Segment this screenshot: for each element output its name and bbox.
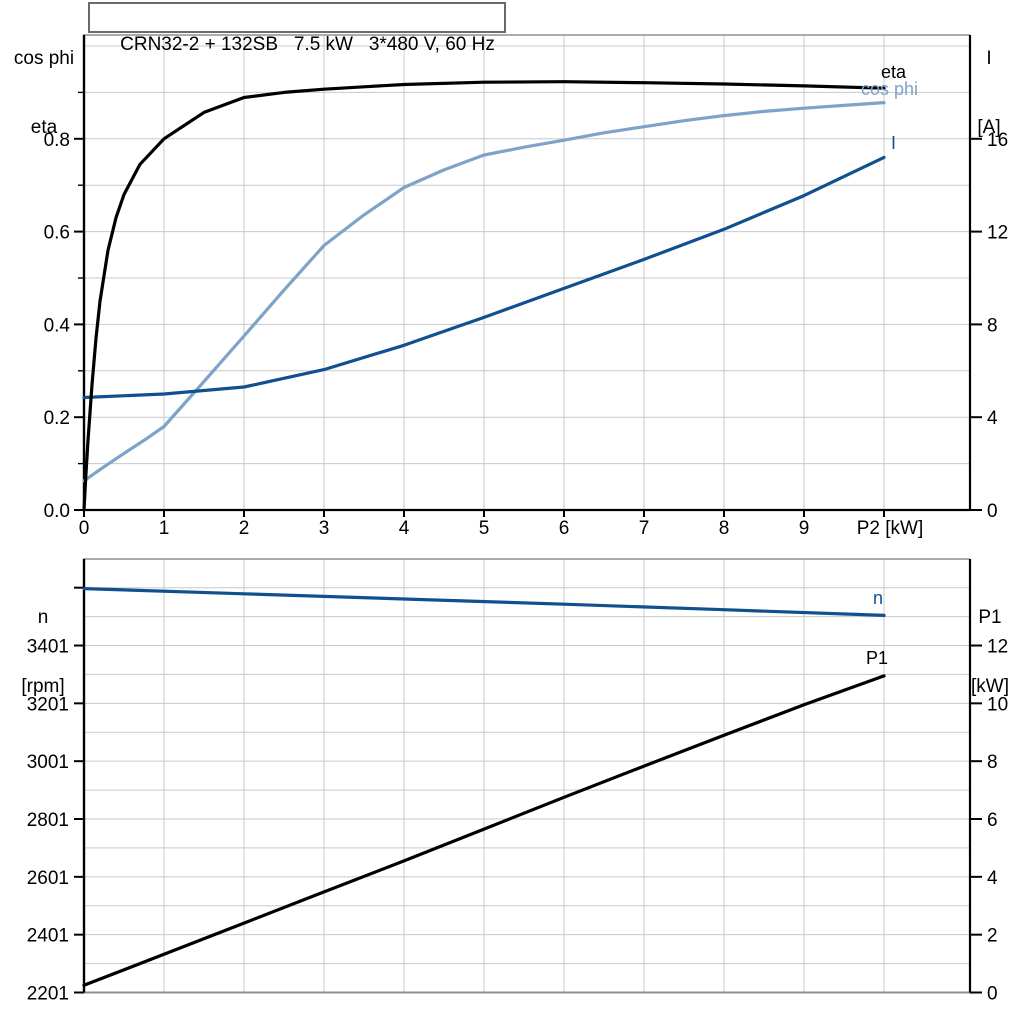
svg-text:0.4: 0.4: [44, 315, 71, 336]
curve-cos-phi: [82, 100, 886, 483]
curves: [82, 80, 886, 512]
svg-text:P2 [kW]: P2 [kW]: [857, 518, 924, 539]
svg-text:9: 9: [799, 518, 810, 539]
curve-p1: [82, 674, 886, 987]
axis-title-speed-unit: [rpm]: [21, 676, 65, 697]
axis-title-eta: eta: [30, 117, 58, 138]
curve-i: [82, 155, 886, 400]
bottom-chart-right-axis-title: P1 [kW]: [963, 560, 1017, 744]
curves: [82, 586, 886, 987]
svg-text:2601: 2601: [27, 868, 69, 889]
speed-curve-label: n: [873, 588, 884, 608]
curve-n: [82, 586, 886, 618]
svg-text:3: 3: [319, 518, 330, 539]
gridlines: [84, 559, 970, 993]
current-curve-label: I: [891, 133, 897, 153]
svg-text:12: 12: [987, 223, 1008, 244]
svg-text:7: 7: [639, 518, 650, 539]
svg-text:4: 4: [987, 868, 998, 889]
tick-marks-and-labels: 3401 3201 3001 2801 2601 2401 2201 12 10 8 6 4 2 0: [27, 586, 1008, 1005]
svg-text:3401: 3401: [27, 637, 69, 658]
cos-phi-curve-label: cos phi: [861, 79, 919, 99]
svg-text:8: 8: [987, 315, 998, 336]
svg-text:3201: 3201: [27, 694, 69, 715]
svg-text:16: 16: [987, 130, 1008, 151]
chart-title-box: CRN32-2 + 132SB 7.5 kW 3*480 V, 60 Hz: [88, 2, 506, 55]
svg-text:0: 0: [79, 518, 90, 539]
bottom-chart: 3401 3201 3001 2801 2601 2401 2201 12 10 8 6 4 2 0: [27, 558, 1008, 1005]
axis-title-current-unit: [A]: [977, 117, 1001, 138]
axis-title-p1-unit: [kW]: [971, 676, 1009, 697]
svg-text:12: 12: [987, 637, 1008, 658]
svg-text:2401: 2401: [27, 926, 69, 947]
svg-text:8: 8: [987, 752, 998, 773]
svg-text:0.2: 0.2: [44, 408, 70, 429]
svg-text:2201: 2201: [27, 984, 69, 1005]
axes: [82, 34, 972, 512]
svg-text:6: 6: [559, 518, 570, 539]
p1-curve-label: P1: [866, 648, 889, 668]
axis-title-current: I: [986, 48, 992, 69]
svg-text:0.6: 0.6: [44, 223, 70, 244]
gridlines: [84, 35, 970, 510]
axis-title-cos-phi: cos phi: [13, 48, 75, 69]
svg-text:0: 0: [987, 984, 998, 1005]
eta-curve-label: eta: [881, 62, 907, 82]
svg-text:1: 1: [159, 518, 170, 539]
svg-text:2: 2: [987, 926, 998, 947]
bottom-chart-left-axis-title: n [rpm]: [4, 560, 82, 744]
svg-text:6: 6: [987, 810, 998, 831]
svg-text:0.8: 0.8: [44, 130, 70, 151]
svg-text:5: 5: [479, 518, 490, 539]
svg-text:0.0: 0.0: [44, 501, 70, 522]
svg-text:2: 2: [239, 518, 250, 539]
svg-text:4: 4: [987, 408, 998, 429]
svg-text:3001: 3001: [27, 752, 69, 773]
chart-title: CRN32-2 + 132SB 7.5 kW 3*480 V, 60 Hz: [120, 34, 495, 55]
axis-title-speed: n: [37, 607, 49, 628]
svg-text:10: 10: [987, 694, 1008, 715]
axes: [82, 558, 972, 994]
axis-title-p1: P1: [978, 607, 1002, 628]
svg-text:0: 0: [987, 501, 998, 522]
top-chart-right-axis-title: I [A]: [963, 1, 1015, 185]
svg-text:4: 4: [399, 518, 410, 539]
svg-text:2801: 2801: [27, 810, 69, 831]
top-chart-left-axis-title: cos phi eta: [8, 1, 80, 185]
curve-eta: [82, 80, 886, 512]
svg-text:8: 8: [719, 518, 730, 539]
